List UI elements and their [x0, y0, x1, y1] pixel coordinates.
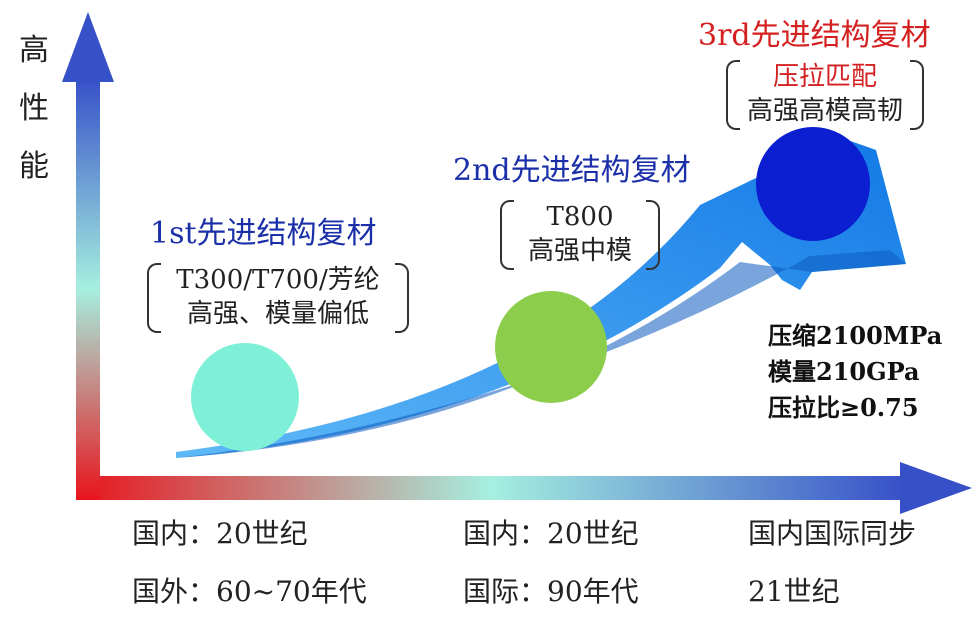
y-axis-arrow [62, 12, 114, 500]
era-line: 国内：20世纪 [463, 517, 639, 550]
gen2-bracket: T800 高强中模 [500, 200, 660, 270]
gen1-ball [191, 343, 299, 451]
gen2-bracket-line: T800 [546, 202, 614, 232]
gen1-bracket-line: T300/T700/芳纶 [176, 265, 380, 295]
gen1-bracket: T300/T700/芳纶 高强、模量偏低 [147, 263, 409, 333]
gen3-bracket-line: 高强高模高韧 [746, 96, 903, 126]
gen3-title: 3rd先进结构复材 [698, 18, 931, 53]
right-bracket [395, 263, 409, 333]
gen3-bracket-line: 压拉匹配 [772, 62, 877, 92]
left-bracket [726, 60, 740, 130]
gen1-title: 1st先进结构复材 [150, 216, 377, 251]
performance-growth-arrow [176, 138, 906, 458]
spec-item: 压缩2100MPa [768, 321, 943, 350]
era-gen3: 国内国际同步 21世纪 [748, 505, 916, 621]
y-axis-label: 高 性 能 [14, 22, 54, 196]
gen3-ball [756, 127, 870, 241]
right-bracket [910, 60, 924, 130]
gen2-ball [495, 291, 607, 403]
y-axis-label-char: 性 [19, 91, 49, 126]
left-bracket [500, 200, 514, 270]
era-gen1: 国内：20世纪 国外：60~70年代 [132, 505, 367, 621]
era-line: 21世纪 [748, 575, 840, 608]
gen2-title: 2nd先进结构复材 [453, 153, 691, 188]
gen2-bracket-line: 高强中模 [527, 236, 632, 266]
x-axis-arrow [76, 462, 972, 514]
era-line: 国内：20世纪 [132, 517, 308, 550]
era-line: 国际：90年代 [463, 575, 639, 608]
era-line: 国外：60~70年代 [132, 575, 367, 608]
spec-item: 模量210GPa [768, 357, 920, 386]
gen1-bracket-line: 高强、模量偏低 [186, 299, 369, 329]
era-gen2: 国内：20世纪 国际：90年代 [463, 505, 639, 621]
y-axis-label-char: 能 [19, 149, 49, 184]
gen3-bracket: 压拉匹配 高强高模高韧 [726, 60, 924, 130]
y-axis-label-char: 高 [19, 33, 49, 68]
right-bracket [646, 200, 660, 270]
spec-item: 压拉比≥0.75 [768, 393, 919, 422]
era-line: 国内国际同步 [748, 517, 917, 550]
left-bracket [147, 263, 161, 333]
spec-list: 压缩2100MPa 模量210GPa 压拉比≥0.75 [768, 318, 942, 426]
